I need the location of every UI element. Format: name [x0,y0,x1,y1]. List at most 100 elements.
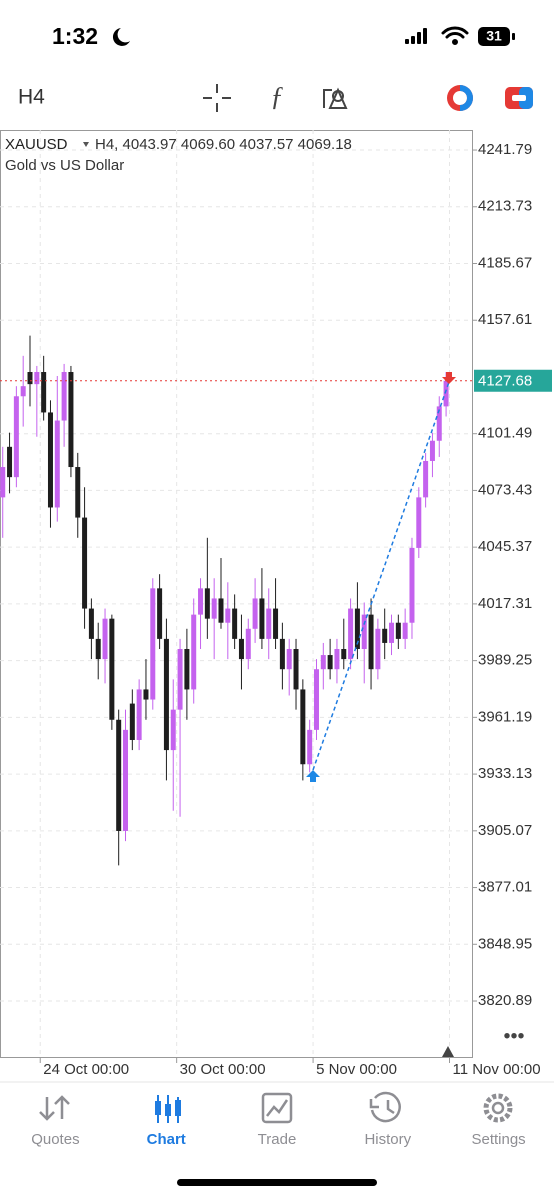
tab-icon [39,1095,70,1121]
x-tick-label: 5 Nov 00:00 [316,1061,397,1078]
tab-icon [165,1104,171,1116]
candle-body [211,598,217,619]
candle-body [334,648,340,670]
tab-icon [483,1093,513,1123]
candle-body [27,372,33,385]
home-indicator [177,1179,377,1186]
wifi-icon [441,26,469,45]
timeframe-button[interactable]: H4 [18,86,45,109]
candle-body [102,618,108,660]
tab-label[interactable]: History [364,1131,411,1148]
candle-body [293,648,299,690]
candle-body [47,412,53,508]
tab[interactable]: Settings [471,1093,526,1148]
candle-body [382,628,388,643]
chart-frame [0,130,473,1058]
tab[interactable]: Chart [147,1095,186,1148]
candle-body [13,396,19,478]
tab-label[interactable]: Chart [147,1131,186,1148]
candle-body [320,655,326,670]
y-tick-label: 3905.07 [478,822,532,839]
shift-marker [442,1046,454,1057]
objects-button[interactable] [323,87,348,109]
candle-body [273,608,279,639]
candle-body [68,372,74,468]
candle-body [341,648,347,660]
y-tick-label: 4045.37 [478,538,532,555]
candle-body [225,608,231,623]
tab-icon [155,1101,161,1115]
candle-body [409,547,415,623]
y-tick-label: 4073.43 [478,481,532,498]
tab[interactable]: History [364,1091,412,1148]
candle-body [88,608,94,639]
crosshair-button[interactable] [203,84,231,112]
candle-body [41,372,47,413]
tab-icon [175,1100,181,1116]
candle-body [423,460,429,498]
y-tick-label: 4017.31 [478,595,532,612]
candle-body [20,386,26,397]
candle-body [286,648,292,670]
candle-body [116,719,122,831]
candle-body [34,372,40,385]
candle-body [177,648,183,710]
candle-body [95,638,101,660]
tab-label[interactable]: Quotes [31,1131,79,1148]
buy-arrow [306,770,320,782]
tab[interactable]: Quotes [31,1095,80,1148]
trade-toggle-icon[interactable] [505,87,533,109]
candle-body [54,420,60,508]
candle-body [252,598,258,629]
price-tag-label: 4127.68 [478,373,532,390]
candle-body [402,622,408,639]
tab[interactable]: Trade [258,1092,297,1148]
more-button[interactable]: ••• [503,1025,524,1047]
candle-body [163,638,169,751]
candle-body [389,622,395,643]
candle-body [184,648,190,690]
x-tick-label: 11 Nov 00:00 [452,1061,540,1078]
candle-body [436,406,442,441]
candle-body [198,588,204,615]
candle-body [61,372,67,421]
candle-body [129,703,135,740]
candle-body [238,638,244,660]
tab-label[interactable]: Settings [471,1131,525,1148]
y-tick-label: 3933.13 [478,765,532,782]
candle-body [443,380,449,407]
signal-icon [405,28,427,44]
tab-icon [491,1101,505,1115]
symbol-dropdown[interactable] [83,142,89,147]
candle-body [354,608,360,649]
y-tick-label: 4185.67 [478,254,532,271]
candle-body [429,440,435,461]
tab-label[interactable]: Trade [258,1131,297,1148]
candle-body [259,598,265,639]
candle-body [245,628,251,660]
candle-body [0,467,6,498]
candle-body [368,614,374,670]
candle-body [191,614,197,690]
candle-body [170,709,176,751]
tab-bar: Quotes Chart Trade History Settings [31,1091,526,1148]
indicators-button[interactable]: ƒ [270,81,284,111]
candle-body [232,608,238,639]
sell-arrow [442,372,456,384]
y-tick-label: 3989.25 [478,652,532,669]
symbol: XAUUSD [5,136,68,153]
chart-info: H4, 4043.97 4069.60 4037.57 4069.18 [95,136,352,153]
y-tick-label: 3877.01 [478,879,532,896]
candle-body [307,729,313,765]
candle-body [266,608,272,639]
y-tick-label: 4101.49 [478,425,532,442]
chart-subtitle: Gold vs US Dollar [5,157,124,174]
account-icon[interactable] [447,85,473,111]
x-tick-label: 24 Oct 00:00 [43,1061,129,1078]
candle-body [157,588,163,639]
candle-body [82,517,88,609]
candle-body [375,628,381,670]
y-tick-label: 3961.19 [478,708,532,725]
